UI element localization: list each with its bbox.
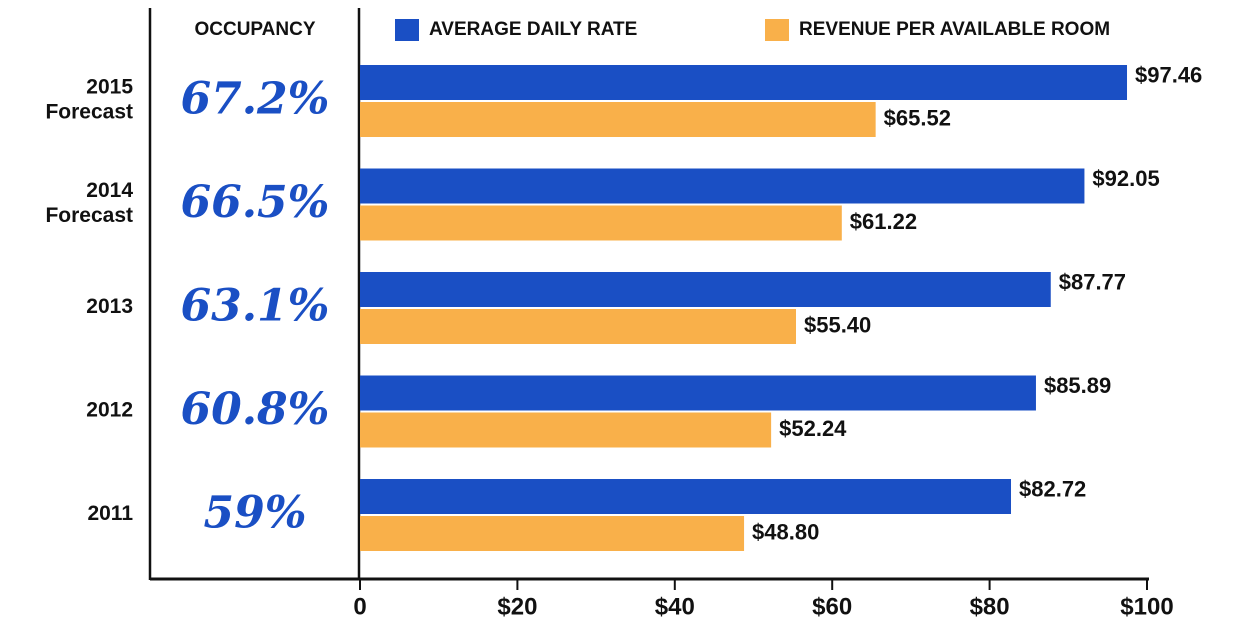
x-tick-label: $40 (655, 593, 695, 620)
x-tick-label: $80 (970, 593, 1010, 620)
occupancy-value: 59% (203, 488, 306, 539)
bar-value-label: $82.72 (1019, 476, 1086, 501)
bar (360, 375, 1036, 411)
bar (360, 479, 1012, 514)
bar-value-label: $55.40 (804, 312, 871, 337)
category-label: 2015 Forecast (45, 75, 133, 123)
bar (360, 205, 842, 241)
bar-value-label: $65.52 (884, 105, 951, 130)
x-tick-label: $100 (1120, 593, 1173, 620)
bar (360, 309, 796, 344)
bar-value-label: $97.46 (1135, 62, 1202, 87)
x-tick-label: 0 (353, 593, 366, 620)
bar-value-label: $52.24 (779, 416, 847, 441)
legend-label: AVERAGE DAILY RATE (429, 19, 637, 40)
bar (360, 102, 876, 137)
x-tick-label: $60 (812, 593, 852, 620)
bar-value-label: $87.77 (1059, 269, 1126, 294)
occupancy-value: 66.5% (181, 177, 330, 228)
bar-value-label: $61.22 (850, 209, 917, 234)
bar-value-label: $92.05 (1092, 166, 1159, 191)
occupancy-value: 67.2% (181, 74, 330, 125)
category-label: 2013 (86, 295, 133, 318)
x-tick-label: $20 (497, 593, 537, 620)
bar-value-label: $48.80 (752, 519, 819, 544)
bar (360, 168, 1085, 204)
legend-label: REVENUE PER AVAILABLE ROOM (799, 19, 1110, 40)
bar (360, 65, 1128, 100)
occupancy-value: 63.1% (181, 281, 330, 332)
category-label: 2011 (87, 502, 133, 525)
occupancy-header: OCCUPANCY (194, 19, 315, 40)
legend-swatch (395, 19, 419, 41)
category-label: 2014 Forecast (45, 179, 133, 227)
legend-swatch (765, 19, 789, 41)
occupancy-value: 60.8% (181, 384, 330, 435)
bar (360, 516, 745, 551)
category-label: 2012 (86, 398, 133, 421)
bar (360, 272, 1051, 307)
bar-value-label: $85.89 (1044, 373, 1111, 398)
bar (360, 412, 772, 448)
